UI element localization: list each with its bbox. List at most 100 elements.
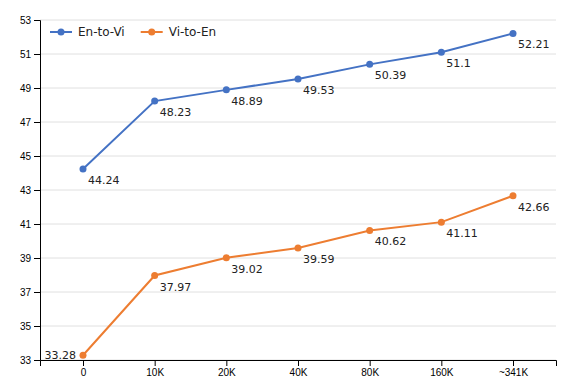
data-labels: 44.24 48.23 48.89 49.53 50.39 51.1 52.21 33.28 3… (45, 38, 550, 362)
grid-line (40, 224, 556, 225)
x-tick-mark (513, 360, 514, 366)
series-point (295, 75, 302, 82)
legend-item: En-to-Vi (50, 25, 125, 39)
y-tick-label: 35 (20, 321, 32, 332)
data-label: 51.1 (446, 57, 471, 70)
y-axis-line (34, 21, 41, 361)
data-label: 49.53 (303, 84, 335, 97)
y-tick-mark (34, 88, 40, 89)
y-tick-label: 47 (20, 117, 32, 128)
legend-marker (148, 29, 155, 36)
x-tick: 80K (361, 360, 379, 378)
y-tick-mark (34, 156, 40, 157)
y-tick: 49 (20, 83, 40, 94)
x-tick: 0 (81, 360, 87, 378)
series-point (438, 219, 445, 226)
grid-line (40, 54, 556, 55)
y-tick-mark (34, 20, 40, 21)
x-tick-mark (226, 360, 227, 366)
legend-marker (58, 29, 65, 36)
grid (40, 20, 556, 360)
y-tick-mark (34, 326, 40, 327)
series-point (295, 244, 302, 251)
y-tick: 43 (20, 185, 40, 196)
y-tick: 47 (20, 117, 40, 128)
y-tick-mark (34, 190, 40, 191)
x-axis-line (41, 361, 557, 367)
grid-line (40, 156, 556, 157)
y-tick-mark (34, 292, 40, 293)
x-tick-label: 40K (290, 367, 308, 378)
grid-line (40, 258, 556, 259)
y-tick: 39 (20, 253, 40, 264)
y-tick: 41 (20, 219, 40, 230)
data-label: 33.28 (45, 349, 77, 362)
y-tick-label: 33 (20, 355, 32, 366)
series-point (366, 61, 373, 68)
x-tick-mark (155, 360, 156, 366)
grid-line (40, 88, 556, 89)
series-point (223, 254, 230, 261)
y-tick-mark (34, 258, 40, 259)
x-tick-label: ~341K (499, 367, 529, 378)
y-tick-label: 49 (20, 83, 32, 94)
grid-line (40, 190, 556, 191)
series-point (151, 272, 158, 279)
legend-label: Vi-to-En (169, 25, 216, 39)
y-tick: 35 (20, 321, 40, 332)
grid-line (40, 20, 556, 21)
data-label: 48.89 (231, 95, 262, 108)
legend-label: En-to-Vi (78, 25, 125, 39)
data-label: 44.24 (88, 174, 120, 187)
y-tick-label: 41 (20, 219, 32, 230)
x-tick-label: 10K (146, 367, 164, 378)
legend: En-to-Vi Vi-to-En (50, 25, 216, 39)
series-line (83, 33, 513, 168)
marks (80, 30, 517, 359)
y-tick-label: 43 (20, 185, 32, 196)
grid-line (40, 292, 556, 293)
x-tick-label: 0 (81, 367, 87, 378)
y-tick-mark (34, 54, 40, 55)
y-tick-mark (34, 360, 40, 361)
data-label: 37.97 (160, 281, 192, 294)
data-label: 52.21 (518, 38, 550, 51)
grid-line (40, 122, 556, 123)
y-tick-mark (34, 122, 40, 123)
series-point (80, 352, 87, 359)
series-point (223, 86, 230, 93)
series-line (83, 196, 513, 355)
chart: 3335373941434547495153010K20K40K80K160K~… (0, 0, 576, 390)
y-tick-label: 53 (20, 15, 32, 26)
y-tick-label: 37 (20, 287, 32, 298)
series-point (438, 49, 445, 56)
series-point (80, 165, 87, 172)
x-tick-mark (441, 360, 442, 366)
x-tick: ~341K (499, 360, 529, 378)
y-tick-label: 39 (20, 253, 32, 264)
y-tick: 51 (20, 49, 40, 60)
grid-line (40, 326, 556, 327)
series-point (151, 98, 158, 105)
x-tick-label: 20K (218, 367, 236, 378)
data-label: 48.23 (160, 106, 192, 119)
series-point (510, 192, 517, 199)
x-tick-label: 160K (430, 367, 454, 378)
y-tick: 33 (20, 355, 40, 366)
y-tick: 53 (20, 15, 40, 26)
data-label: 40.62 (375, 235, 407, 248)
y-tick: 37 (20, 287, 40, 298)
data-label: 42.66 (518, 201, 550, 214)
x-tick-label: 80K (361, 367, 379, 378)
plot: 3335373941434547495153010K20K40K80K160K~… (20, 15, 557, 378)
y-tick-mark (34, 224, 40, 225)
x-axis: 0 10K 20K 40K 80K 160K ~341K (41, 360, 557, 378)
x-tick: 40K (290, 360, 308, 378)
x-tick: 160K (430, 360, 454, 378)
y-axis: 3335373941434547495153 (20, 15, 41, 366)
data-label: 50.39 (375, 69, 407, 82)
series-point (366, 227, 373, 234)
data-label: 39.02 (231, 263, 262, 276)
legend-item: Vi-to-En (141, 25, 216, 39)
x-tick-mark (83, 360, 84, 366)
